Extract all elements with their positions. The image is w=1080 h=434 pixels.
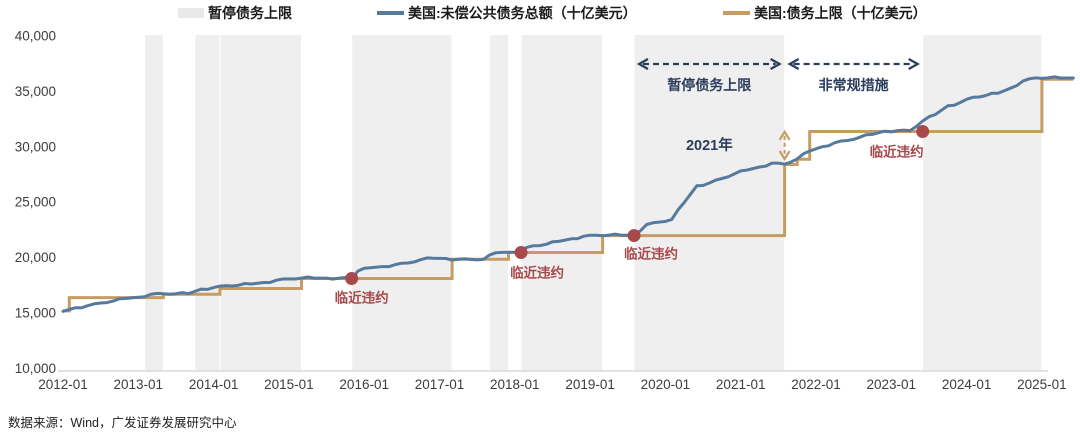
extraordinary-measures-arrow-label: 非常规措施: [819, 77, 889, 93]
near-default-label: 临近违约: [335, 290, 389, 306]
arrow-left-head-icon: [787, 58, 800, 70]
public-debt-line-swatch-icon: [377, 11, 404, 15]
x-tick-label: 2012-01: [38, 377, 88, 392]
gap-arrow-up-head-icon: [778, 129, 791, 141]
x-tick-label: 2024-01: [942, 377, 992, 392]
near-default-label: 临近违约: [870, 143, 924, 159]
legend-label-suspension: 暂停债务上限: [208, 5, 292, 21]
suspension-band: [195, 35, 220, 371]
x-tick-label: 2018-01: [490, 377, 540, 392]
x-tick-label: 2020-01: [641, 377, 691, 392]
x-tick-label: 2015-01: [264, 377, 314, 392]
y-tick-label: 25,000: [15, 195, 56, 210]
suspension-band: [145, 35, 163, 371]
suspension-band: [634, 35, 785, 371]
suspension-band: [220, 35, 301, 371]
legend-label-debt-limit: 美国:债务上限（十亿美元）: [754, 5, 927, 21]
suspension-band-swatch-icon: [178, 8, 204, 18]
near-default-label: 临近违约: [510, 265, 564, 281]
x-tick-label: 2013-01: [114, 377, 164, 392]
gap-arrow-down-head-icon: [778, 150, 791, 162]
x-tick-label: 2016-01: [339, 377, 389, 392]
suspension-band: [923, 35, 1042, 371]
x-tick-label: 2023-01: [867, 377, 917, 392]
near-default-label: 临近违约: [624, 246, 678, 262]
suspension-band: [490, 35, 509, 371]
y-tick-label: 35,000: [15, 84, 56, 99]
arrow-right-head-icon: [908, 58, 920, 70]
suspension-period-arrow-label: 暂停债务上限: [667, 77, 751, 93]
y-tick-label: 15,000: [15, 306, 56, 321]
near-default-marker: [514, 246, 528, 260]
legend: 暂停债务上限 美国:未偿公共债务总额（十亿美元） 美国:债务上限（十亿美元）: [0, 3, 1080, 23]
arrow-right-head-icon: [770, 58, 782, 70]
debt-ceiling-chart: 2012-01 2013-01 2014-01 2015-01 2016-01 2017-…: [15, 29, 1075, 392]
suspension-band: [352, 35, 452, 371]
near-default-marker: [916, 124, 930, 138]
public-debt-line: [61, 75, 1075, 313]
x-tick-label: 2014-01: [189, 377, 239, 392]
y-tick-label: 10,000: [15, 361, 56, 376]
legend-item-public-debt: 美国:未偿公共债务总额（十亿美元）: [377, 3, 637, 23]
suspension-band: [521, 35, 603, 371]
data-source-note: 数据来源：Wind，广发证券发展研究中心: [8, 416, 237, 430]
legend-item-debt-limit: 美国:债务上限（十亿美元）: [723, 3, 927, 23]
x-tick-label: 2022-01: [791, 377, 841, 392]
y-tick-label: 40,000: [15, 29, 56, 44]
x-tick-label: 2021-01: [716, 377, 766, 392]
arrow-left-head-icon: [636, 58, 649, 70]
debt-limit-line-swatch-icon: [723, 11, 750, 15]
legend-label-public-debt: 美国:未偿公共债务总额（十亿美元）: [408, 5, 637, 21]
near-default-marker: [627, 229, 641, 243]
x-tick-label: 2017-01: [415, 377, 465, 392]
x-tick-label: 2025-01: [1017, 377, 1067, 392]
y-tick-label: 20,000: [15, 250, 56, 265]
legend-item-suspension: 暂停债务上限: [178, 3, 292, 23]
x-tick-label: 2019-01: [565, 377, 615, 392]
near-default-marker: [345, 272, 359, 286]
y-tick-label: 30,000: [15, 139, 56, 154]
year-2021-label: 2021年: [686, 136, 733, 154]
